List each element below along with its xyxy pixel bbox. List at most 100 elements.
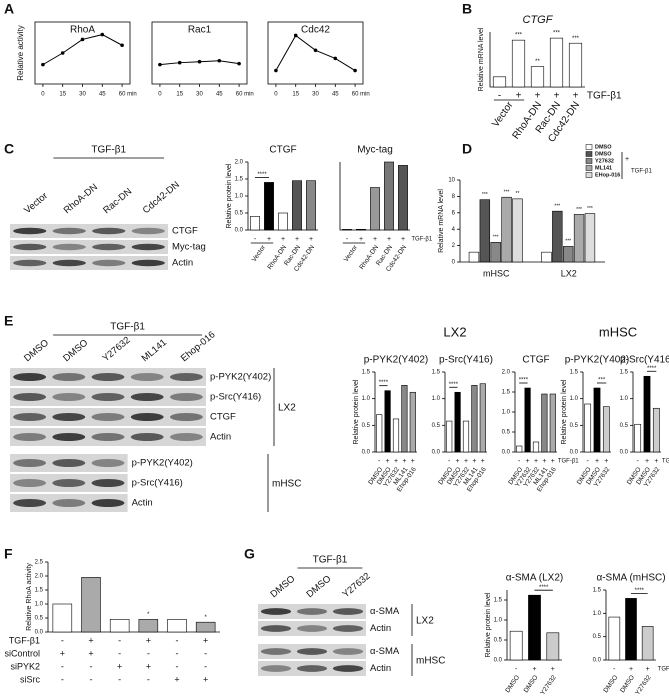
significance: *** [587,206,593,212]
data-point [353,68,357,73]
treatment-sign: - [118,648,121,658]
treatment-sign: - [378,458,381,465]
treatment-sign: - [61,661,64,671]
x-tick-label: RhoA-DN [266,244,288,271]
bar [552,210,563,263]
treatment-sign: + [654,458,658,465]
bar [528,594,541,661]
treatment-sign: + [394,458,398,465]
x-tick-label: DMSO [619,674,636,694]
x-tick-label: 15 [292,92,299,98]
treatment-sign: + [359,236,363,243]
data-point [293,33,298,38]
data-point [41,62,45,67]
data-line [275,34,356,71]
blot-band [130,393,164,401]
y-tick-label: 1.5 [432,370,441,376]
treatment-sign: + [146,661,151,671]
data-point [100,32,105,37]
bar [563,246,574,263]
y-axis-label: Relative mRNA level [478,27,485,91]
legend-label: DMSO [595,144,612,150]
treatment-sign: - [147,674,150,684]
bar [541,251,552,263]
y-tick-label: 1.5 [35,588,44,594]
significance: * [204,615,207,621]
treatment-sign: - [176,648,179,658]
blot-band [260,608,292,615]
treatment-sign: - [204,648,207,658]
bar [454,391,461,453]
treatment-sign: + [535,91,541,102]
blot-band [296,608,328,615]
treatment-sign: + [481,458,485,465]
treatment-sign: + [386,458,390,465]
y-tick-label: 2.5 [35,560,44,566]
blot-band [91,479,125,487]
lane-label: RhoA-DN [62,182,100,217]
blot-band [296,665,328,672]
blot-band [13,499,47,507]
blot-band [52,227,86,235]
chart-title: Cdc42 [301,25,330,36]
blot-band [332,665,364,672]
x-tick-label: Vector [490,99,516,129]
bar [401,385,408,453]
blot-band [13,433,47,441]
bar [278,212,288,231]
panel-label: A [4,1,14,17]
data-point [158,62,162,67]
axes [47,562,220,633]
bar [109,619,130,633]
blot-band [91,459,125,467]
blot-band [52,499,86,507]
row-label: Actin [370,623,391,634]
lane-label: DMSO [61,337,90,364]
x-tick-label: 30 [79,92,86,98]
bar [471,385,478,453]
chart-title: α-SMA (LX2) [506,573,563,584]
y-tick-label: 4 [452,227,456,233]
blot-header: TGF-β1 [91,145,126,156]
y-tick-label: 0.0 [235,228,244,234]
blot-band [131,243,165,251]
treatment-sign: + [532,666,536,673]
y-tick-label: 1.5 [570,370,579,376]
panel-label: E [4,313,13,329]
treatment-sign: - [613,666,616,673]
treatment-sign: + [117,661,122,671]
panel-label: F [4,546,13,562]
blot-band [52,479,86,487]
treatment-sign: + [295,236,299,243]
treatment-label: TGF-β1 [411,237,432,243]
x-tick-label: 60 [236,92,243,98]
row-label: p-PYK2(Y402) [132,458,193,469]
blot-band [13,393,47,401]
row-label: p-PYK2(Y402) [210,372,271,383]
y-tick-label: 1.5 [235,177,244,183]
treatment-label: TGF-β1 [658,667,669,673]
y-tick-label: 0.5 [620,423,629,429]
blot-header: TGF-β1 [110,322,145,333]
y-tick-label: 1.5 [494,598,503,604]
treatment-sign: + [411,458,415,465]
panel-label: C [4,141,14,157]
legend-label: Y27632 [595,158,614,164]
bar [356,229,366,231]
blot-band [13,459,47,467]
section-title: mHSC [599,324,637,339]
row-label: Actin [172,258,193,269]
blot-band [296,648,328,655]
blot-strip [10,240,168,254]
blot-band [169,413,203,421]
bar [398,165,408,231]
blot-band [332,608,364,615]
blot-band [92,243,126,251]
data-point [313,48,318,53]
legend-label: EHop-016 [595,172,620,178]
blot-band [332,625,364,632]
chart-title: p-Src(Y416) [439,355,493,366]
bar [549,393,556,453]
blot-band [169,373,203,381]
